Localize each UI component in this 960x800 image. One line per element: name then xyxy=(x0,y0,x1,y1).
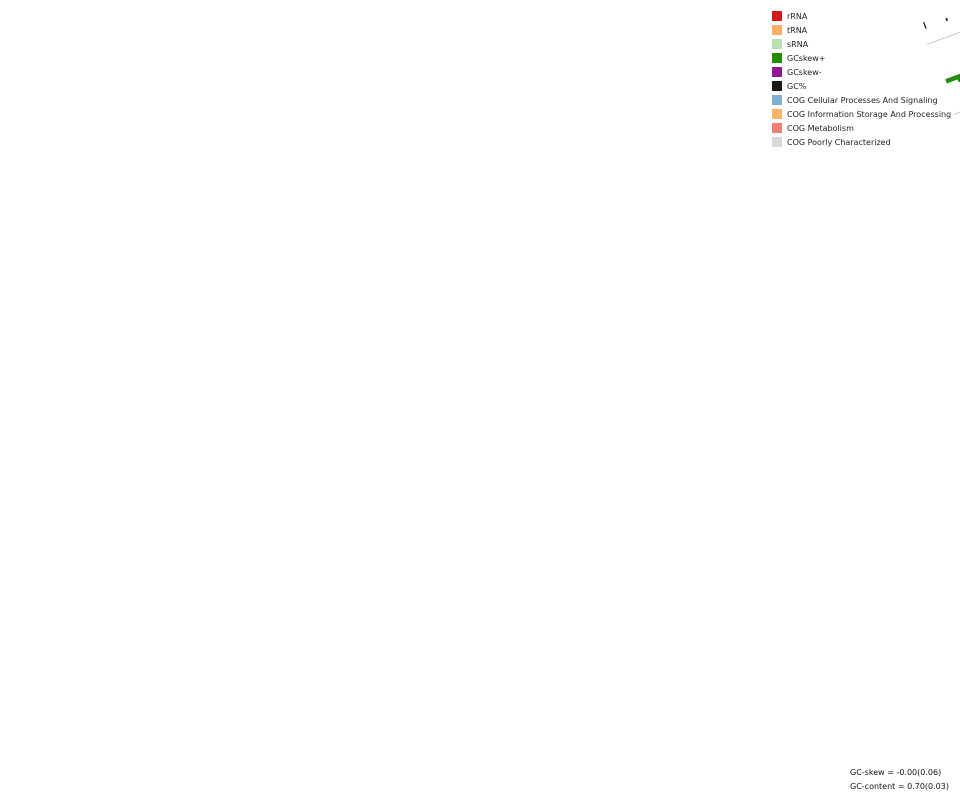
gc-content-stat: GC-content = 0.70(0.03) xyxy=(850,780,949,794)
legend-swatch-gcskew-neg xyxy=(772,67,782,77)
legend-label-gc-content: GC% xyxy=(787,82,806,91)
legend-swatch-rrna xyxy=(772,11,782,21)
legend-swatch-trna xyxy=(772,25,782,35)
gc-skew-stat: GC-skew = -0.00(0.06) xyxy=(850,766,949,780)
genome-stats: GC-skew = -0.00(0.06) GC-content = 0.70(… xyxy=(850,766,949,794)
legend-swatch-srna xyxy=(772,39,782,49)
legend-swatch-cog-metabolism xyxy=(772,123,782,133)
legend-item-trna: tRNA xyxy=(772,23,951,37)
legend-label-trna: tRNA xyxy=(787,26,807,35)
legend-swatch-cog-information xyxy=(772,109,782,119)
legend-label-rrna: rRNA xyxy=(787,12,807,21)
legend-item-srna: sRNA xyxy=(772,37,951,51)
legend-swatch-cog-cellular xyxy=(772,95,782,105)
legend-item-gcskew-neg: GCskew- xyxy=(772,65,951,79)
legend-label-cog-information: COG Information Storage And Processing xyxy=(787,110,951,119)
legend-swatch-gc-content xyxy=(772,81,782,91)
legend-label-cog-cellular: COG Cellular Processes And Signaling xyxy=(787,96,938,105)
legend-item-cog-information: COG Information Storage And Processing xyxy=(772,107,951,121)
legend-item-cog-poorly: COG Poorly Characterized xyxy=(772,135,951,149)
legend-item-cog-cellular: COG Cellular Processes And Signaling xyxy=(772,93,951,107)
legend-label-srna: sRNA xyxy=(787,40,808,49)
legend-swatch-gcskew-pos xyxy=(772,53,782,63)
legend-label-cog-poorly: COG Poorly Characterized xyxy=(787,138,891,147)
legend-item-gc-content: GC% xyxy=(772,79,951,93)
legend: rRNA tRNA sRNA GCskew+ GCskew- GC% COG C… xyxy=(772,9,951,149)
ring-line-2 xyxy=(953,0,960,115)
legend-label-gcskew-pos: GCskew+ xyxy=(787,54,825,63)
legend-label-cog-metabolism: COG Metabolism xyxy=(787,124,854,133)
legend-item-gcskew-pos: GCskew+ xyxy=(772,51,951,65)
legend-swatch-cog-poorly xyxy=(772,137,782,147)
gcskew-pos-bar xyxy=(956,71,960,82)
legend-item-cog-metabolism: COG Metabolism xyxy=(772,121,951,135)
legend-item-rrna: rRNA xyxy=(772,9,951,23)
legend-label-gcskew-neg: GCskew- xyxy=(787,68,822,77)
